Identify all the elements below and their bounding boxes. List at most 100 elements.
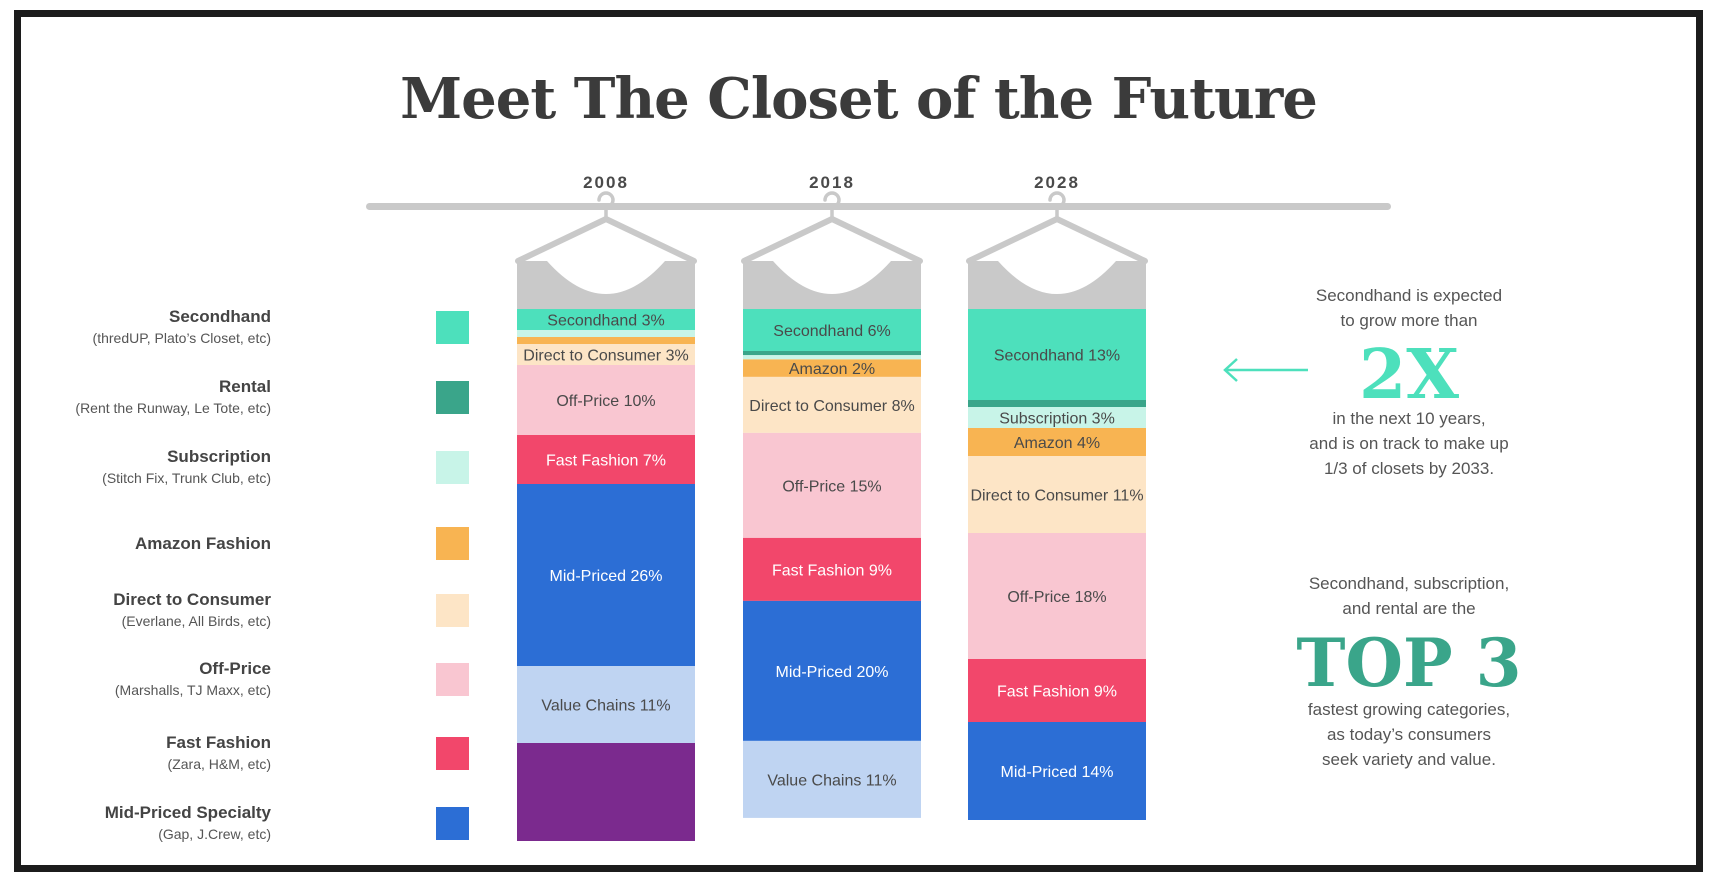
legend-subtitle: (Everlane, All Birds, etc) — [121, 613, 271, 629]
text-line: Secondhand is expected — [1315, 286, 1503, 305]
segment-label: Off-Price 10% — [556, 393, 655, 410]
legend-swatch — [436, 311, 469, 344]
segment-off-price: Off-Price — [517, 365, 695, 435]
legend-item-mid-priced-specialty: Mid-Priced Specialty (Gap, J.Crew, etc) — [105, 802, 271, 844]
segment-fast-fashion: Fast Fashion — [743, 537, 921, 601]
closet-chart: 2008SecondhandSecondhand 3%SubscriptionA… — [366, 173, 1391, 841]
legend-swatch — [436, 807, 469, 840]
legend-subtitle: (Zara, H&M, etc) — [167, 756, 271, 772]
segment-label: Off-Price 15% — [782, 478, 881, 495]
legend-name: Off-Price — [199, 659, 271, 678]
segment-direct-to-consumer: Direct to Consumer — [517, 344, 695, 365]
segment-secondhand: Secondhand — [517, 309, 695, 330]
segment-label: Secondhand 3% — [547, 313, 664, 330]
segment-label: Mid-Priced 26% — [550, 568, 663, 585]
legend-name: Mid-Priced Specialty — [104, 803, 271, 822]
legend-swatch — [436, 451, 469, 484]
growth-figure: 2X — [1358, 335, 1460, 415]
legend-subtitle: (Marshalls, TJ Maxx, etc) — [114, 682, 271, 698]
garment-shoulders — [743, 261, 921, 309]
legend-name: Rental — [219, 377, 271, 396]
segment-label: Value Chains 11% — [541, 698, 670, 715]
segment-label: Mid-Priced 14% — [1001, 764, 1114, 781]
segment-mid-priced-specialty: Mid-Priced Specialty — [517, 484, 695, 666]
segment-other: Other — [517, 743, 695, 841]
segment-label: Mid-Priced 20% — [776, 664, 889, 681]
text-line: 1/3 of closets by 2033. — [1323, 459, 1495, 478]
year-label: 2008 — [583, 173, 629, 192]
legend-item-off-price: Off-Price (Marshalls, TJ Maxx, etc) — [115, 658, 271, 700]
legend-subtitle: (thredUP, Plato’s Closet, etc) — [92, 330, 271, 346]
legend-item-fast-fashion: Fast Fashion (Zara, H&M, etc) — [166, 732, 271, 774]
top3-figure: TOP 3 — [1296, 624, 1522, 702]
segment-label: Secondhand 6% — [773, 323, 890, 340]
year-label: 2018 — [809, 173, 855, 192]
text-line: as today’s consumers — [1326, 725, 1492, 744]
segment-value-chains: Value Chains — [517, 666, 695, 743]
segment-label: Subscription 3% — [999, 411, 1115, 428]
clothing-rod — [366, 203, 1391, 210]
segment-off-price: Off-Price — [743, 432, 921, 538]
segment-secondhand: Secondhand — [743, 309, 921, 351]
segment-fast-fashion: Fast Fashion — [517, 435, 695, 484]
text-line: fastest growing categories, — [1307, 700, 1511, 719]
infographic-frame: Meet The Closet of the Future 2008 Second… — [14, 10, 1703, 872]
segment-rental: Rental — [968, 400, 1146, 407]
segment-value-chains: Value Chains — [743, 740, 921, 818]
garment-shoulders — [517, 261, 695, 309]
segment-label: Fast Fashion 9% — [772, 562, 892, 579]
segment-label: Amazon 2% — [789, 361, 875, 378]
page-title: Meet The Closet of the Future — [400, 66, 1318, 132]
growth-note-outro: in the next 10 years, and is on track to… — [1289, 406, 1529, 481]
segment-amazon-fashion: Amazon Fashion — [517, 337, 695, 344]
chart-columns: 2008SecondhandSecondhand 3%SubscriptionA… — [515, 173, 1148, 841]
column-2018: 2018 SecondhandSecondhand 6% RentalSubscri… — [741, 173, 923, 818]
segment-label: Direct to Consumer 11% — [970, 488, 1143, 505]
segment-secondhand: Secondhand — [968, 309, 1146, 400]
column-2008: 2008 SecondhandSecondhand 3%SubscriptionA… — [515, 173, 697, 841]
arrow-icon — [1223, 358, 1308, 382]
legend-item-subscription: Subscription (Stitch Fix, Trunk Club, etc… — [102, 446, 271, 488]
year-label: 2028 — [1034, 173, 1080, 192]
hanger-icon — [741, 191, 923, 264]
legend-swatch — [436, 527, 469, 560]
segment-label: Off-Price 18% — [1007, 589, 1106, 606]
legend-name: Amazon Fashion — [134, 534, 271, 553]
legend-subtitle: (Stitch Fix, Trunk Club, etc) — [102, 470, 271, 486]
top3-note-intro: Secondhand, subscription, and rental are… — [1289, 571, 1529, 621]
top3-note-outro: fastest growing categories, as today’s c… — [1289, 697, 1529, 772]
segment-direct-to-consumer: Direct to Consumer — [968, 456, 1146, 533]
legend-swatch — [436, 381, 469, 414]
legend-item-secondhand: Secondhand (thredUP, Plato’s Closet, etc) — [93, 306, 271, 348]
segment-off-price: Off-Price — [968, 533, 1146, 659]
segment-label: Direct to Consumer 3% — [523, 348, 688, 365]
text-line: in the next 10 years, — [1332, 409, 1486, 428]
legend-item-rental: Rental (Rent the Runway, Le Tote, etc) — [75, 376, 271, 418]
text-line: to grow more than — [1340, 311, 1478, 330]
hanger-icon — [515, 191, 697, 264]
segment-rental: Rental — [743, 351, 921, 356]
segment-subscription: Subscription — [517, 330, 695, 337]
segment-amazon-fashion: Amazon Fashion — [968, 428, 1146, 456]
legend-swatch — [436, 737, 469, 770]
segment-subscription: Subscription — [743, 355, 921, 360]
hanger-icon — [966, 191, 1148, 264]
legend-name: Direct to Consumer — [113, 590, 271, 609]
legend-item-amazon-fashion: Amazon Fashion — [135, 533, 271, 555]
legend-subtitle: (Rent the Runway, Le Tote, etc) — [75, 400, 271, 416]
segment-mid-priced-specialty: Mid-Priced Specialty — [743, 600, 921, 741]
segment-label: Amazon 4% — [1014, 435, 1100, 452]
segment-label: Fast Fashion 7% — [546, 453, 666, 470]
legend-subtitle: (Gap, J.Crew, etc) — [158, 826, 271, 842]
text-line: seek variety and value. — [1322, 750, 1496, 769]
text-line: and is on track to make up — [1309, 434, 1509, 453]
segment-label: Value Chains 11% — [767, 772, 896, 789]
segment-label: Fast Fashion 9% — [997, 684, 1117, 701]
legend-swatch — [436, 663, 469, 696]
segment-fast-fashion: Fast Fashion — [968, 659, 1146, 722]
text-line: and rental are the — [1342, 599, 1476, 618]
legend-name: Subscription — [167, 447, 271, 466]
segment-direct-to-consumer: Direct to Consumer — [743, 376, 921, 433]
segment-label: Direct to Consumer 8% — [749, 398, 914, 415]
